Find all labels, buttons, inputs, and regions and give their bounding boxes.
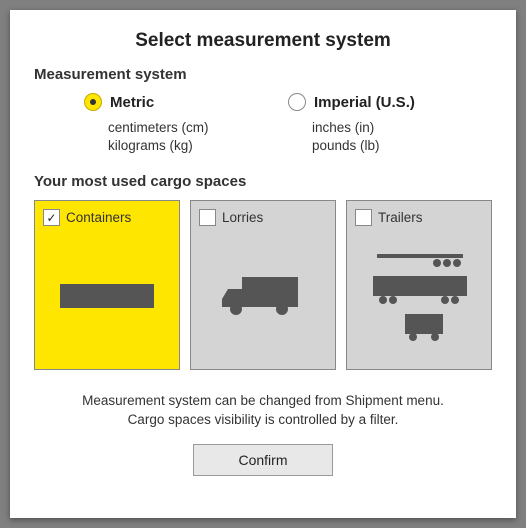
footnote-line: Cargo spaces visibility is controlled by… — [34, 411, 492, 430]
cargo-card-trailers[interactable]: Trailers — [346, 200, 492, 370]
footnote-line: Measurement system can be changed from S… — [34, 392, 492, 411]
trailer-icon — [355, 226, 483, 361]
radio-subtext: centimeters (cm) — [108, 119, 288, 137]
checkbox-icon[interactable] — [199, 209, 216, 226]
measurement-options: Metric centimeters (cm) kilograms (kg) I… — [34, 93, 492, 155]
checkbox-icon[interactable] — [355, 209, 372, 226]
radio-icon[interactable] — [288, 93, 306, 111]
cargo-label: Lorries — [222, 210, 263, 225]
confirm-button[interactable]: Confirm — [193, 444, 333, 476]
cargo-card-containers[interactable]: ✓ Containers — [34, 200, 180, 370]
button-row: Confirm — [34, 444, 492, 476]
radio-icon[interactable] — [84, 93, 102, 111]
dialog-title: Select measurement system — [34, 30, 492, 52]
cargo-options: ✓ Containers Lorries — [34, 200, 492, 370]
radio-subtext: kilograms (kg) — [108, 137, 288, 155]
footnote: Measurement system can be changed from S… — [34, 392, 492, 430]
measurement-option-imperial[interactable]: Imperial (U.S.) inches (in) pounds (lb) — [288, 93, 492, 155]
lorry-icon — [199, 226, 327, 361]
radio-label: Metric — [110, 94, 154, 111]
cargo-label: Trailers — [378, 210, 423, 225]
cargo-label: Containers — [66, 210, 131, 225]
measurement-option-metric[interactable]: Metric centimeters (cm) kilograms (kg) — [84, 93, 288, 155]
radio-subtext: inches (in) — [312, 119, 492, 137]
cargo-card-lorries[interactable]: Lorries — [190, 200, 336, 370]
measurement-heading: Measurement system — [34, 66, 492, 83]
checkbox-icon[interactable]: ✓ — [43, 209, 60, 226]
container-icon — [43, 226, 171, 361]
radio-subtext: pounds (lb) — [312, 137, 492, 155]
radio-label: Imperial (U.S.) — [314, 94, 415, 111]
measurement-dialog: Select measurement system Measurement sy… — [10, 10, 516, 518]
cargo-heading: Your most used cargo spaces — [34, 173, 492, 190]
